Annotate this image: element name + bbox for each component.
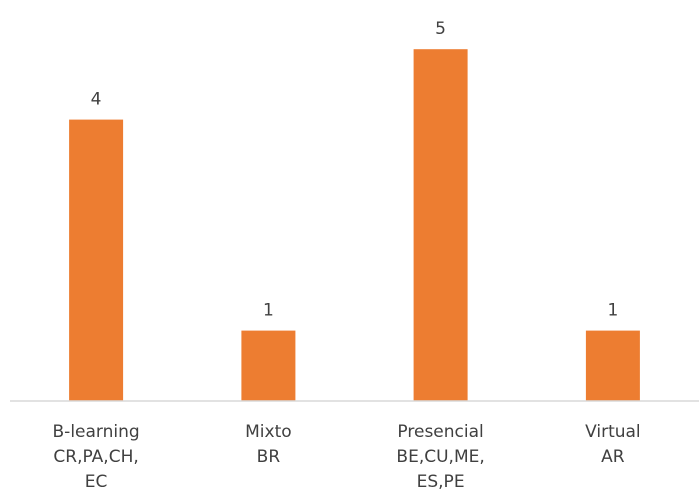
category-labels-group: B-learning CR,PA,CH, EC Mixto BR Presencial BE… (53, 422, 641, 492)
category-label-0: B-learning CR,PA,CH, EC (53, 422, 140, 492)
category-label-0-line-1: CR,PA,CH, (53, 447, 138, 467)
bar-3 (585, 330, 640, 401)
category-label-1: Mixto BR (245, 422, 292, 467)
data-label-1: 1 (263, 301, 274, 321)
data-label-2: 5 (435, 19, 446, 39)
bar-1 (241, 330, 296, 401)
category-label-2-line-1: BE,CU,ME, (396, 447, 484, 467)
category-label-3-line-0: Virtual (585, 422, 641, 442)
category-label-1-line-0: Mixto (245, 422, 292, 442)
category-label-2: Presencial BE,CU,ME, ES,PE (396, 422, 484, 492)
category-label-3-line-1: AR (601, 447, 625, 467)
category-label-2-line-0: Presencial (397, 422, 483, 442)
category-label-0-line-0: B-learning (53, 422, 140, 442)
bar-0 (69, 119, 124, 401)
value-labels-group: 4 1 5 1 (91, 19, 619, 320)
data-label-0: 4 (91, 90, 102, 110)
data-label-3: 1 (607, 301, 618, 321)
category-label-1-line-1: BR (257, 447, 281, 467)
category-label-2-line-2: ES,PE (417, 472, 465, 492)
category-label-0-line-2: EC (85, 472, 108, 492)
bar-2 (413, 49, 468, 401)
category-label-3: Virtual AR (585, 422, 641, 467)
bars-group (69, 49, 640, 401)
